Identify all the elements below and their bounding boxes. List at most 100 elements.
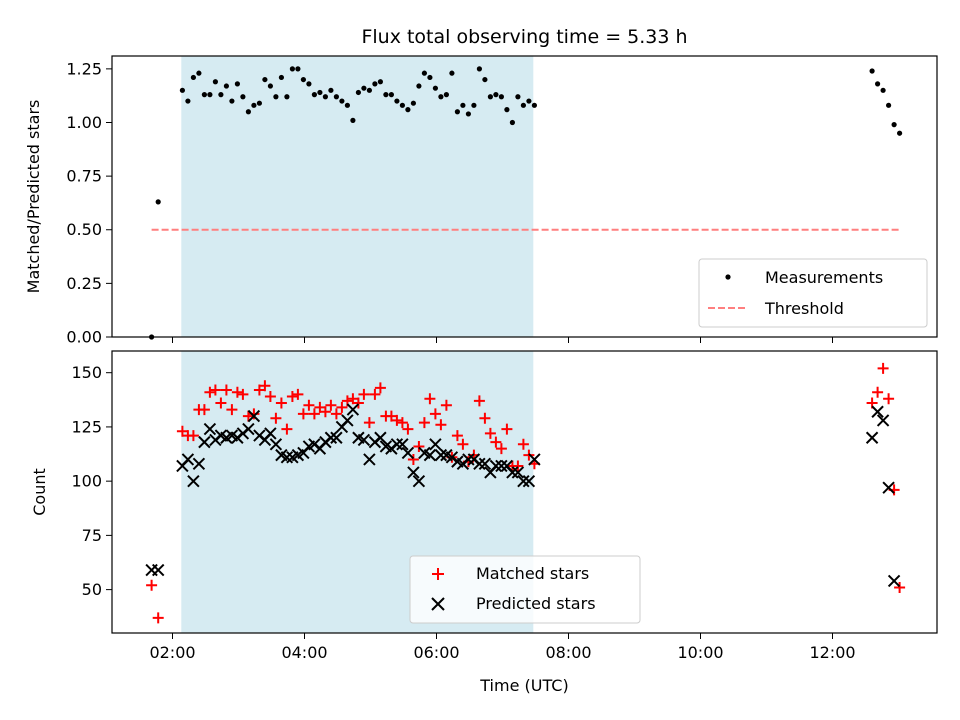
- predicted-stars-point-66: [528, 453, 541, 466]
- matched-stars-point-56: [473, 395, 485, 407]
- matched-stars-point-1: [152, 612, 164, 624]
- counts-y-axis-label: Count: [30, 468, 49, 516]
- measurements-point-5: [196, 70, 202, 76]
- counts-x-ticks: 02:00 04:00 06:00 08:00 10:00 12:00: [149, 633, 856, 662]
- measurements-point-72: [897, 130, 903, 136]
- matched-stars-point-0: [146, 579, 158, 591]
- predicted-stars-point-6: [198, 435, 211, 449]
- counts-legend-box: [409, 555, 641, 624]
- predicted-stars-point-44: [407, 466, 420, 479]
- x-tick-label-5: 12:00: [809, 643, 855, 662]
- predicted-stars-point-3: [181, 453, 195, 466]
- measurements-point-7: [207, 92, 213, 98]
- predicted-stars-point-57: [478, 457, 492, 471]
- x-axis-label: Time (UTC): [479, 676, 568, 695]
- measurements-point-44: [410, 100, 416, 106]
- matched-stars-point-48: [429, 408, 441, 420]
- predicted-stars-point-32: [341, 414, 354, 427]
- ratio-plot-area: [149, 66, 903, 340]
- ratio-y-tick-label-0: 0.00: [66, 328, 102, 347]
- measurements-point-30: [333, 94, 339, 100]
- matched-stars-point-20: [275, 397, 287, 409]
- threshold-legend-label: Threshold: [764, 299, 844, 318]
- ratio-x-ticks: [172, 337, 833, 343]
- measurements-point-70: [886, 102, 892, 108]
- measurements-point-19: [273, 94, 279, 100]
- matched-stars-point-52: [451, 430, 463, 442]
- measurements-point-40: [388, 92, 394, 98]
- measurements-point-24: [300, 76, 306, 83]
- x-tick-label-3: 08:00: [545, 643, 591, 662]
- x-tick-label-0: 02:00: [149, 643, 195, 662]
- measurements-point-28: [322, 94, 328, 100]
- measurements-point-59: [493, 92, 499, 98]
- measurements-point-10: [223, 83, 229, 89]
- ratio-panel: 0.00 0.25 0.50 0.75 1.00 1.25 Matched/Predict…: [24, 55, 938, 347]
- matched-stars-point-61: [501, 423, 513, 435]
- predicted-stars-point-41: [390, 438, 404, 451]
- matched-stars-point-19: [270, 412, 282, 424]
- predicted-stars-point-5: [192, 457, 206, 471]
- counts-y-ticks: 50 75 100 125 150: [71, 363, 112, 599]
- measurements-point-68: [875, 81, 881, 87]
- matched-stars-point-42: [396, 417, 408, 429]
- matched-stars-point-12: [231, 386, 243, 398]
- predicted-stars-point-15: [247, 409, 261, 423]
- matched-stars-point-6: [198, 404, 210, 416]
- matched-stars-point-47: [424, 393, 436, 405]
- matched-stars-point-72: [894, 581, 906, 593]
- measurements-point-27: [317, 89, 323, 96]
- measurements-point-45: [416, 83, 422, 89]
- measurements-point-57: [482, 76, 488, 83]
- measurements-point-20: [278, 74, 284, 81]
- measurements-point-9: [218, 92, 224, 98]
- matched-stars-point-38: [374, 382, 386, 394]
- measurements-point-46: [421, 70, 427, 76]
- measurements-point-13: [240, 94, 246, 100]
- measurements-point-18: [267, 83, 273, 89]
- predicted-legend-label: Predicted stars: [476, 594, 596, 613]
- measurements-point-23: [295, 66, 301, 72]
- matched-stars-point-63: [512, 460, 524, 472]
- measurements-point-29: [328, 87, 334, 93]
- measurements-point-43: [405, 107, 411, 113]
- matched-stars-point-68: [872, 386, 884, 398]
- matched-stars-point-29: [325, 399, 337, 411]
- counts-y-tick-label-0: 50: [82, 580, 102, 599]
- x-tick-label-1: 04:00: [281, 643, 327, 662]
- ratio-legend: Measurements Threshold: [698, 258, 928, 328]
- matched-stars-point-23: [292, 388, 304, 400]
- predicted-stars-point-62: [506, 466, 519, 479]
- matched-stars-point-43: [402, 423, 414, 435]
- measurements-point-1: [155, 199, 161, 205]
- matched-stars-point-18: [264, 391, 276, 403]
- matched-stars-point-26: [308, 408, 320, 420]
- predicted-stars-point-35: [357, 433, 371, 447]
- measurements-point-58: [487, 94, 493, 100]
- matched-legend-label: Matched stars: [476, 564, 589, 583]
- predicted-stars-point-48: [429, 438, 442, 451]
- measurements-point-21: [284, 94, 290, 100]
- measurements-point-65: [526, 98, 532, 104]
- matched-stars-point-22: [286, 391, 298, 403]
- matched-stars-point-21: [281, 423, 293, 435]
- matched-stars-point-44: [407, 453, 419, 465]
- measurements-point-22: [289, 66, 295, 72]
- matched-stars-point-35: [358, 388, 370, 400]
- predicted-stars-point-42: [396, 438, 409, 451]
- matched-stars-point-14: [242, 410, 254, 422]
- measurements-point-3: [185, 98, 191, 104]
- predicted-stars-point-38: [374, 431, 387, 444]
- matched-stars-point-4: [187, 430, 199, 442]
- measurements-point-52: [454, 109, 460, 115]
- measurements-point-56: [476, 66, 482, 72]
- measurements-point-15: [251, 102, 257, 108]
- measurements-point-12: [234, 81, 240, 87]
- matched-stars-point-49: [435, 419, 447, 431]
- measurements-point-36: [366, 87, 372, 93]
- predicted-stars-point-29: [324, 431, 338, 444]
- x-tick-label-2: 06:00: [413, 643, 459, 662]
- matched-stars-point-28: [319, 406, 331, 418]
- measurements-point-4: [190, 74, 196, 81]
- predicted-stars-point-33: [346, 403, 360, 416]
